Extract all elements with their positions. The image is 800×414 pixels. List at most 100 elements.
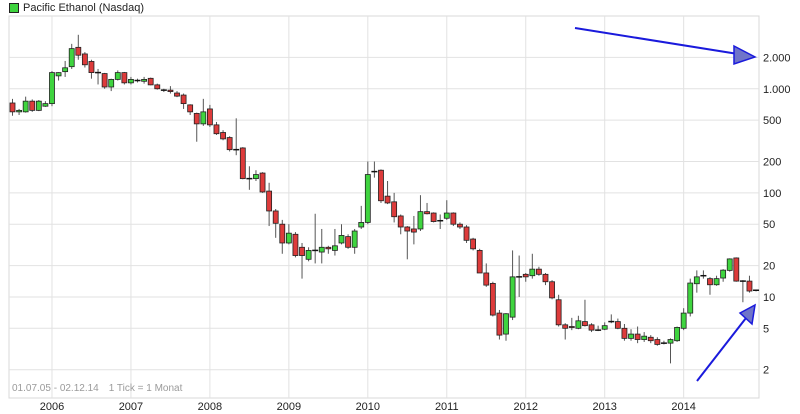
plot-area <box>8 15 760 399</box>
footer-range: 01.07.05 - 02.12.14 1 Tick = 1 Monat <box>12 383 183 394</box>
candle <box>338 224 345 245</box>
candle <box>739 280 746 303</box>
candle-body <box>285 232 292 244</box>
candle-body <box>29 100 36 111</box>
candle <box>496 309 503 340</box>
candle-body <box>476 250 483 274</box>
candle <box>364 161 371 225</box>
candle <box>667 338 674 364</box>
legend-swatch <box>9 3 19 13</box>
candle <box>568 317 575 331</box>
candle <box>575 315 582 330</box>
candle <box>81 52 88 68</box>
candle-body <box>141 79 148 82</box>
candle-body <box>529 268 536 277</box>
candle-body <box>378 169 384 202</box>
candle <box>687 278 694 317</box>
candle-body <box>147 77 154 86</box>
candle-body <box>22 100 29 113</box>
candle <box>614 318 621 330</box>
candle-body <box>496 312 503 336</box>
candle-body <box>292 233 299 256</box>
candle-body <box>542 273 549 283</box>
candle <box>101 72 108 89</box>
candle-body <box>687 282 694 314</box>
candle <box>272 208 279 238</box>
candle <box>49 71 55 107</box>
candle-body <box>549 281 555 299</box>
candle-body <box>457 223 463 228</box>
candle-body <box>187 104 194 113</box>
candle-body <box>568 326 575 328</box>
candle <box>634 326 641 344</box>
candle <box>522 272 529 282</box>
candle <box>253 170 259 181</box>
candle-body <box>647 336 654 342</box>
candle <box>62 60 69 77</box>
candle <box>22 96 29 113</box>
candle <box>470 237 477 251</box>
candle-body <box>220 132 226 140</box>
candle <box>160 88 167 93</box>
candle <box>483 263 490 287</box>
candle <box>345 234 351 249</box>
candle-body <box>628 333 634 339</box>
candle <box>660 340 667 345</box>
candle <box>174 91 180 98</box>
candle <box>279 219 286 254</box>
candle <box>621 323 628 341</box>
candle-body <box>641 335 648 340</box>
candle <box>628 329 634 341</box>
candle <box>121 71 128 85</box>
y-tick-label: 2.000 <box>763 52 791 64</box>
candle-body <box>272 210 279 224</box>
candle <box>693 270 700 293</box>
y-tick-label: 10 <box>763 292 775 304</box>
candle <box>299 242 305 279</box>
candle-body <box>81 53 88 66</box>
candle-body <box>75 46 82 56</box>
candle-body <box>364 174 371 223</box>
candle <box>443 200 450 220</box>
candle <box>108 78 115 92</box>
candle-body <box>101 73 108 88</box>
candle <box>29 99 36 112</box>
annotation-arrow-down <box>574 27 757 66</box>
candle <box>608 314 615 324</box>
candle-body <box>430 212 437 222</box>
candle <box>647 335 654 344</box>
x-tick-label: 2006 <box>40 401 64 413</box>
candle <box>700 270 707 279</box>
candle-body <box>509 276 516 318</box>
candle <box>305 247 312 262</box>
candle <box>95 68 102 85</box>
candle-body <box>450 212 457 225</box>
candle <box>516 255 523 297</box>
candle <box>266 182 273 227</box>
candle <box>88 59 95 79</box>
y-tick-label: 500 <box>763 115 781 127</box>
candle <box>141 76 148 84</box>
x-tick-label: 2014 <box>671 401 695 413</box>
y-tick-label: 200 <box>763 157 781 169</box>
candle <box>588 323 595 333</box>
candle <box>200 98 207 126</box>
candle-body <box>174 92 180 97</box>
candle-body <box>707 278 713 286</box>
candle <box>55 72 62 81</box>
candle <box>226 136 233 152</box>
candle <box>424 202 430 215</box>
candle <box>404 226 411 260</box>
candle-body <box>746 280 753 292</box>
candle-body <box>410 228 417 233</box>
candle <box>371 161 378 178</box>
annotation-arrow-up <box>696 303 756 382</box>
candle-body <box>318 246 325 253</box>
candle <box>318 228 325 264</box>
y-tick-label: 20 <box>763 261 775 273</box>
candle-body <box>279 223 286 244</box>
candle-body <box>733 257 740 282</box>
candle <box>259 172 266 193</box>
candle-body <box>621 327 628 339</box>
candle <box>292 232 299 258</box>
